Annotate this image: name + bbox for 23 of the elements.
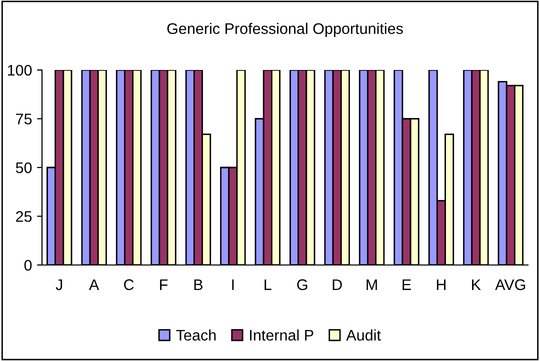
legend-label: Teach <box>176 329 216 341</box>
x-tick-label: B <box>194 279 203 290</box>
x-tick-label: H <box>436 279 446 290</box>
y-tick-label: 0 <box>24 260 32 271</box>
y-tick-label: 25 <box>16 211 32 222</box>
x-tick-label: D <box>332 279 342 290</box>
legend-label: Internal P <box>250 329 314 341</box>
x-tick-label: L <box>264 279 272 290</box>
x-tick-label: A <box>89 279 100 290</box>
x-tick-label: C <box>124 279 134 290</box>
x-tick-label: G <box>297 279 308 290</box>
y-tick-label: 50 <box>16 162 32 174</box>
chart-title: Generic Professional Opportunities <box>167 22 403 38</box>
x-tick-label: M <box>366 279 377 290</box>
x-tick-label: AVG <box>495 279 526 290</box>
legend-label: Audit <box>346 329 381 341</box>
x-tick-label: K <box>472 279 481 290</box>
x-tick-label: F <box>160 279 168 290</box>
y-tick-label: 100 <box>8 64 32 76</box>
x-tick-label: I <box>232 279 234 290</box>
y-tick-label: 75 <box>16 114 32 124</box>
x-tick-label: E <box>402 279 411 290</box>
x-tick-label: J <box>56 279 62 290</box>
